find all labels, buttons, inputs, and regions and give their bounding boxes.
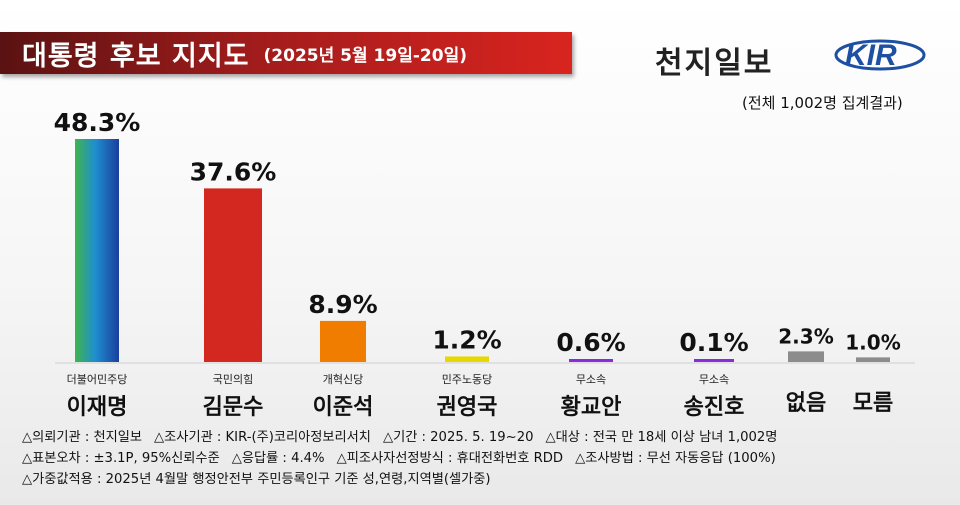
bar-모름 — [856, 357, 890, 362]
value-label: 0.1% — [679, 328, 748, 357]
footnote-item: △조사방법 : 무선 자동응답 (100%) — [575, 451, 776, 466]
value-label: 2.3% — [778, 324, 833, 348]
candidate-name: 송진호 — [683, 395, 745, 420]
candidate-name: 이재명 — [66, 395, 128, 420]
bar-김문수 — [204, 188, 262, 362]
value-label: 37.6% — [190, 157, 277, 186]
footnote-item: △조사기관 : KIR-(주)코리아정보리서치 — [154, 430, 371, 445]
title-banner: 대통령 후보 지지도 (2025년 5월 19일-20일) — [0, 32, 572, 74]
footnote-item: △표본오차 : ±3.1P, 95%신뢰수준 — [22, 451, 220, 466]
value-label: 48.3% — [54, 108, 141, 137]
bar-권영국 — [445, 356, 489, 362]
party-name: 국민의힘 — [212, 373, 254, 386]
candidate-name: 모름 — [852, 391, 894, 416]
footnotes: △의뢰기관 : 천지일보 △조사기관 : KIR-(주)코리아정보리서치 △기간 :… — [22, 427, 789, 490]
brand-name: 천지일보 — [655, 46, 774, 81]
value-label: 0.6% — [556, 328, 625, 357]
footnote-item: △피조사자선정방식 : 휴대전화번호 RDD — [336, 451, 564, 466]
value-label: 1.0% — [845, 330, 900, 354]
candidate-name: 김문수 — [202, 395, 264, 420]
value-label: 1.2% — [432, 325, 501, 354]
chart-title: 대통령 후보 지지도 — [22, 40, 250, 72]
bar-송진호 — [694, 359, 734, 362]
footnote-item: △가중값적용 : 2025년 4월말 행정안전부 주민등록인구 기준 성,연령,… — [22, 472, 491, 487]
footnote-item: △의뢰기관 : 천지일보 — [22, 430, 143, 445]
candidate-name: 이준석 — [312, 395, 374, 420]
candidate-label: 모름 — [808, 383, 938, 417]
party-name: 무소속 — [575, 373, 607, 386]
candidate-name: 없음 — [785, 391, 827, 416]
party-name: 더불어민주당 — [66, 373, 128, 386]
candidate-name: 권영국 — [436, 395, 498, 420]
footnote-line-1: △의뢰기관 : 천지일보 △조사기관 : KIR-(주)코리아정보리서치 △기간 :… — [22, 427, 789, 448]
bar-이재명 — [75, 139, 119, 362]
party-name: 민주노동당 — [441, 373, 493, 386]
party-name: 무소속 — [698, 373, 730, 386]
svg-text:KIR: KIR — [845, 39, 897, 72]
survey-period: (2025년 5월 19일-20일) — [263, 45, 467, 66]
footnote-item: △응답률 : 4.4% — [231, 451, 325, 466]
bar-없음 — [788, 351, 824, 362]
footnote-item: △기간 : 2025. 5. 19~20 — [382, 430, 534, 445]
bar-이준석 — [320, 320, 366, 362]
footnote-item: △대상 : 전국 만 18세 이상 남녀 1,002명 — [545, 430, 778, 445]
candidate-name: 황교안 — [560, 395, 622, 420]
bar-황교안 — [569, 359, 613, 362]
party-name: 개혁신당 — [322, 373, 364, 386]
footnote-line-3: △가중값적용 : 2025년 4월말 행정안전부 주민등록인구 기준 성,연령,… — [22, 469, 789, 490]
candidate-label: 없음 — [741, 383, 871, 417]
value-label: 8.9% — [308, 290, 377, 319]
kir-logo-icon: KIR — [834, 39, 926, 72]
sample-total: (전체 1,002명 집계결과) — [742, 94, 903, 112]
footnote-line-2: △표본오차 : ±3.1P, 95%신뢰수준 △응답률 : 4.4% △피조사자선정… — [22, 448, 789, 469]
